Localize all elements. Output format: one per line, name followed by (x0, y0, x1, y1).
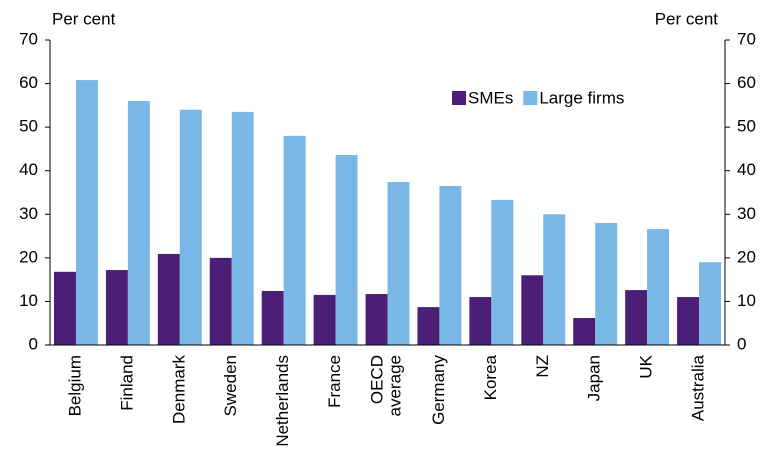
x-tick-label: OECDaverage (368, 355, 405, 416)
legend-label: Large firms (539, 88, 624, 107)
bar (543, 214, 566, 345)
bar (179, 109, 202, 345)
y-tick-label: 10 (19, 291, 38, 310)
x-tick-label: Netherlands (273, 355, 292, 447)
bar (75, 80, 98, 345)
bar (54, 271, 76, 345)
x-tick-label: Belgium (65, 355, 84, 416)
x-tick-label: UK (637, 354, 656, 378)
y-tick-label: 50 (19, 117, 38, 136)
bar (231, 111, 254, 346)
y2-tick-label: 0 (737, 334, 746, 353)
x-tick-label: Sweden (221, 355, 240, 416)
y2-tick-label: 10 (737, 291, 756, 310)
bar (647, 229, 670, 345)
y2-tick-label: 60 (737, 73, 756, 92)
bar (313, 294, 336, 345)
bar (105, 270, 128, 345)
bar (625, 290, 648, 345)
y-tick-label: 30 (19, 204, 38, 223)
bar (469, 297, 492, 345)
bar (573, 317, 596, 345)
x-tick-label: France (325, 355, 344, 408)
legend-swatch (523, 91, 538, 105)
y-tick-label: 0 (29, 334, 38, 353)
y2-tick-label: 50 (737, 117, 756, 136)
bar (677, 297, 700, 345)
bar (365, 294, 388, 345)
bar (439, 185, 462, 345)
bar (387, 182, 410, 345)
bar (209, 257, 232, 345)
y-tick-label: 70 (19, 29, 38, 48)
x-tick-label: NZ (533, 355, 552, 378)
legend-label: SMEs (468, 88, 513, 107)
bar (157, 253, 180, 345)
bar (261, 290, 284, 345)
y-tick-label: 40 (19, 160, 38, 179)
y2-axis-label: Per cent (655, 9, 719, 28)
x-tick-label: Japan (585, 355, 604, 401)
bar (283, 135, 306, 345)
y2-tick-label: 30 (737, 204, 756, 223)
x-tick-label: Australia (689, 354, 708, 421)
legend-swatch (452, 91, 466, 105)
legend: SMEs Large firms (452, 88, 624, 107)
bar (595, 223, 618, 345)
bar (699, 262, 721, 345)
bar (335, 155, 358, 345)
x-tick-label: Finland (117, 355, 136, 411)
y2-tick-label: 20 (737, 247, 756, 266)
bar (521, 275, 544, 345)
y-tick-label: 20 (19, 247, 38, 266)
bar (491, 199, 514, 345)
y2-tick-label: 70 (737, 29, 756, 48)
x-tick-label: Germany (429, 355, 448, 425)
y2-tick-label: 40 (737, 160, 756, 179)
bar (127, 101, 150, 345)
bar (417, 307, 440, 345)
x-tick-label: Denmark (169, 355, 188, 424)
x-tick-label: Korea (481, 354, 500, 400)
y-tick-label: 60 (19, 73, 38, 92)
y-axis-label: Per cent (52, 9, 116, 28)
